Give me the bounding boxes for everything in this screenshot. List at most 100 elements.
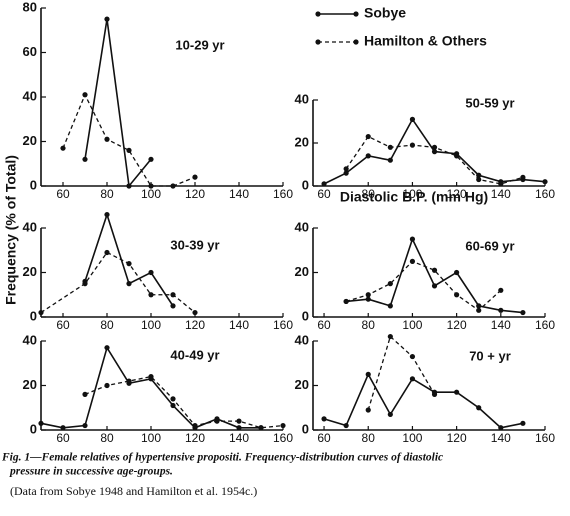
y-tick-label: 20	[295, 264, 309, 279]
data-point	[170, 292, 176, 298]
data-point	[409, 116, 416, 122]
data-point	[343, 422, 349, 429]
x-axis-label: Diastolic B.P. (mm Hg)	[340, 189, 488, 205]
y-tick-label: 40	[295, 219, 309, 234]
x-tick-label: 80	[362, 187, 376, 201]
y-tick-label: 0	[302, 421, 309, 436]
data-point	[126, 183, 132, 189]
x-tick-label: 140	[491, 431, 511, 445]
data-point	[343, 166, 349, 172]
x-tick-label: 160	[535, 318, 555, 332]
data-point	[409, 353, 416, 360]
data-line	[84, 375, 284, 429]
x-tick-label: 120	[447, 187, 467, 201]
data-point	[104, 212, 110, 218]
data-point	[60, 425, 66, 431]
data-point	[280, 422, 286, 429]
x-tick-label: 60	[56, 431, 70, 445]
y-tick-label: 40	[295, 332, 309, 347]
x-tick-label: 160	[273, 187, 293, 201]
x-tick-label: 120	[447, 431, 467, 445]
x-tick-label: 100	[402, 187, 422, 201]
data-point	[431, 391, 438, 397]
y-tick-label: 20	[295, 377, 309, 392]
data-point	[321, 181, 327, 187]
data-point	[476, 176, 482, 183]
x-tick-label: 140	[491, 187, 511, 201]
data-point	[192, 422, 198, 429]
data-point	[365, 407, 371, 413]
y-tick-label: 0	[30, 177, 37, 192]
data-point	[542, 179, 548, 185]
x-tick-label: 60	[56, 318, 70, 332]
data-line	[40, 345, 261, 429]
data-point	[192, 174, 198, 180]
legend-marker	[315, 39, 321, 45]
legend-label: Hamilton & Others	[364, 33, 487, 49]
data-point	[214, 418, 220, 424]
x-tick-label: 80	[100, 431, 114, 445]
x-tick-label: 140	[229, 318, 249, 332]
y-tick-label: 20	[23, 377, 37, 392]
y-tick-label: 20	[295, 134, 309, 149]
data-point	[409, 376, 416, 382]
data-point	[498, 307, 504, 313]
data-point	[82, 422, 88, 429]
legend-marker	[315, 11, 321, 17]
data-point	[148, 374, 154, 380]
data-point	[431, 144, 438, 150]
legend-label: Sobye	[364, 5, 406, 21]
data-point	[454, 269, 460, 276]
data-point	[409, 258, 416, 264]
data-point	[104, 249, 110, 256]
x-tick-label: 100	[402, 318, 422, 332]
data-point	[409, 142, 416, 148]
panel-title: 10-29 yr	[175, 37, 224, 52]
data-point	[431, 149, 438, 155]
data-point	[258, 425, 264, 431]
data-point	[365, 371, 371, 377]
data-point	[387, 144, 393, 150]
data-point	[38, 309, 44, 316]
data-point	[365, 133, 371, 140]
y-tick-label: 40	[23, 219, 37, 234]
data-line	[84, 19, 152, 188]
panel-title: 70 + yr	[469, 348, 511, 363]
data-point	[148, 183, 154, 189]
data-line	[367, 335, 436, 411]
data-point	[148, 269, 154, 276]
data-point	[365, 153, 371, 159]
x-tick-label: 100	[141, 318, 161, 332]
data-point	[236, 418, 242, 424]
data-point	[170, 402, 176, 409]
x-tick-label: 120	[185, 187, 205, 201]
x-tick-label: 60	[317, 318, 331, 332]
data-point	[454, 153, 460, 159]
y-axis-label: Frequency (% of Total)	[3, 155, 19, 305]
y-tick-label: 0	[302, 177, 309, 192]
data-point	[148, 156, 154, 162]
panel-title: 40-49 yr	[170, 347, 219, 362]
data-point	[387, 157, 393, 163]
data-point	[104, 136, 110, 142]
data-line	[345, 260, 502, 312]
x-tick-label: 80	[362, 431, 376, 445]
x-tick-label: 60	[317, 431, 331, 445]
data-point	[498, 181, 504, 187]
data-point	[387, 411, 393, 418]
x-tick-label: 100	[141, 187, 161, 201]
panel-title: 30-39 yr	[170, 237, 219, 252]
data-point	[454, 389, 460, 395]
data-point	[236, 425, 242, 431]
data-point	[520, 174, 526, 180]
x-tick-label: 140	[229, 431, 249, 445]
caption: pressure in successive age-groups.	[9, 466, 173, 478]
data-point	[476, 303, 482, 309]
data-point	[343, 170, 349, 176]
x-tick-label: 140	[229, 187, 249, 201]
data-point	[170, 396, 176, 402]
data-point	[82, 281, 88, 287]
legend-marker	[353, 39, 359, 45]
x-tick-label: 120	[185, 318, 205, 332]
data-point	[387, 303, 393, 309]
